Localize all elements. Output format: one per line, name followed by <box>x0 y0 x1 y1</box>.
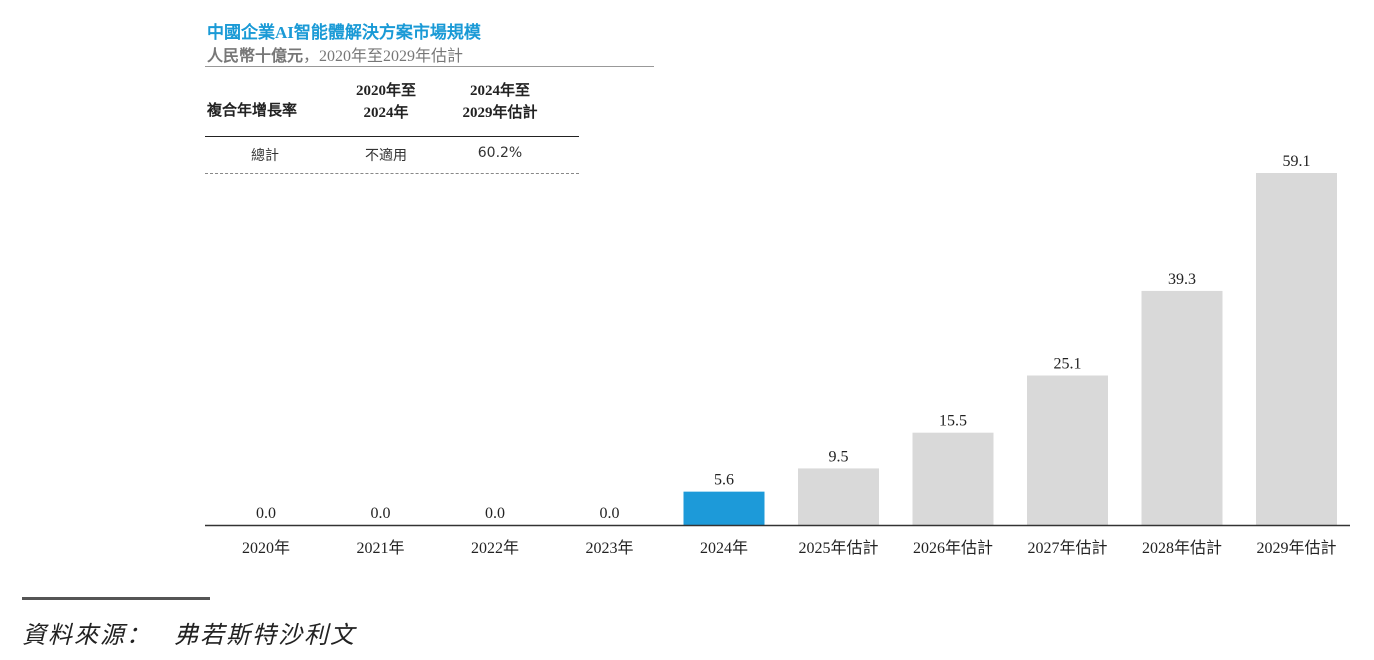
data-label-0: 0.0 <box>256 505 276 522</box>
cagr-period-2: 2024年至 2029年估計 <box>462 83 538 121</box>
data-label-4: 5.6 <box>714 472 734 489</box>
data-label-1: 0.0 <box>371 505 391 522</box>
cagr-value-1: 不適用 <box>365 148 407 164</box>
cagr-period-1: 2020年至 2024年 <box>355 83 416 121</box>
data-label-5: 9.5 <box>829 448 849 465</box>
x-tick-label-3: 2023年 <box>585 539 633 557</box>
data-label-7: 25.1 <box>1054 356 1082 373</box>
data-label-6: 15.5 <box>939 413 967 430</box>
cagr-row-label: 總計 <box>251 148 279 164</box>
x-tick-label-1: 2021年 <box>356 539 404 557</box>
source-divider <box>22 597 210 600</box>
bar-chart: 0.0 2020年 0.0 2021年 0.0 2022年 0.0 2023年 5.6 2024年… <box>205 153 1350 557</box>
cagr-header-label: 複合年增長率 <box>207 103 298 119</box>
bar-9 <box>1256 173 1337 525</box>
source-text: 弗若斯特沙利文 <box>174 623 356 649</box>
x-tick-label-6: 2026年估計 <box>913 539 993 557</box>
unit-label: 人民幣十億元 <box>207 48 304 65</box>
x-tick-label-2: 2022年 <box>471 539 519 557</box>
x-tick-label-5: 2025年估計 <box>798 539 878 557</box>
period-label: ，2020年至2029年估計 <box>303 48 464 65</box>
chart-subtitle: 人民幣十億元，2020年至2029年估計 <box>207 42 463 66</box>
cagr-table: 複合年增長率 2020年至 2024年 2024年至 2029年估計 總計 不適用 … <box>205 78 579 174</box>
data-label-9: 59.1 <box>1283 153 1311 170</box>
title-divider <box>205 66 654 67</box>
x-tick-label-7: 2027年估計 <box>1027 539 1107 557</box>
bar-7 <box>1027 375 1108 525</box>
bar-4 <box>683 491 765 525</box>
bar-6 <box>912 432 994 525</box>
data-label-8: 39.3 <box>1168 271 1196 288</box>
bar-5 <box>798 468 879 525</box>
data-label-3: 0.0 <box>600 505 620 522</box>
x-tick-label-8: 2028年估計 <box>1142 539 1222 557</box>
chart-title: 中國企業AI智能體解決方案市場規模 <box>207 23 481 42</box>
data-label-2: 0.0 <box>485 505 505 522</box>
cagr-table-header: 複合年增長率 2020年至 2024年 2024年至 2029年估計 <box>205 78 579 137</box>
source-note: 資料來源： 弗若斯特沙利文 <box>22 615 356 650</box>
bar-8 <box>1141 290 1223 525</box>
cagr-table-row: 總計 不適用 60.2% <box>205 137 579 174</box>
x-tick-label-9: 2029年估計 <box>1256 539 1336 557</box>
x-tick-label-0: 2020年 <box>242 539 290 557</box>
x-tick-label-4: 2024年 <box>700 539 748 557</box>
cagr-value-2: 60.2% <box>477 145 523 161</box>
source-label: 資料來源： <box>22 623 152 649</box>
